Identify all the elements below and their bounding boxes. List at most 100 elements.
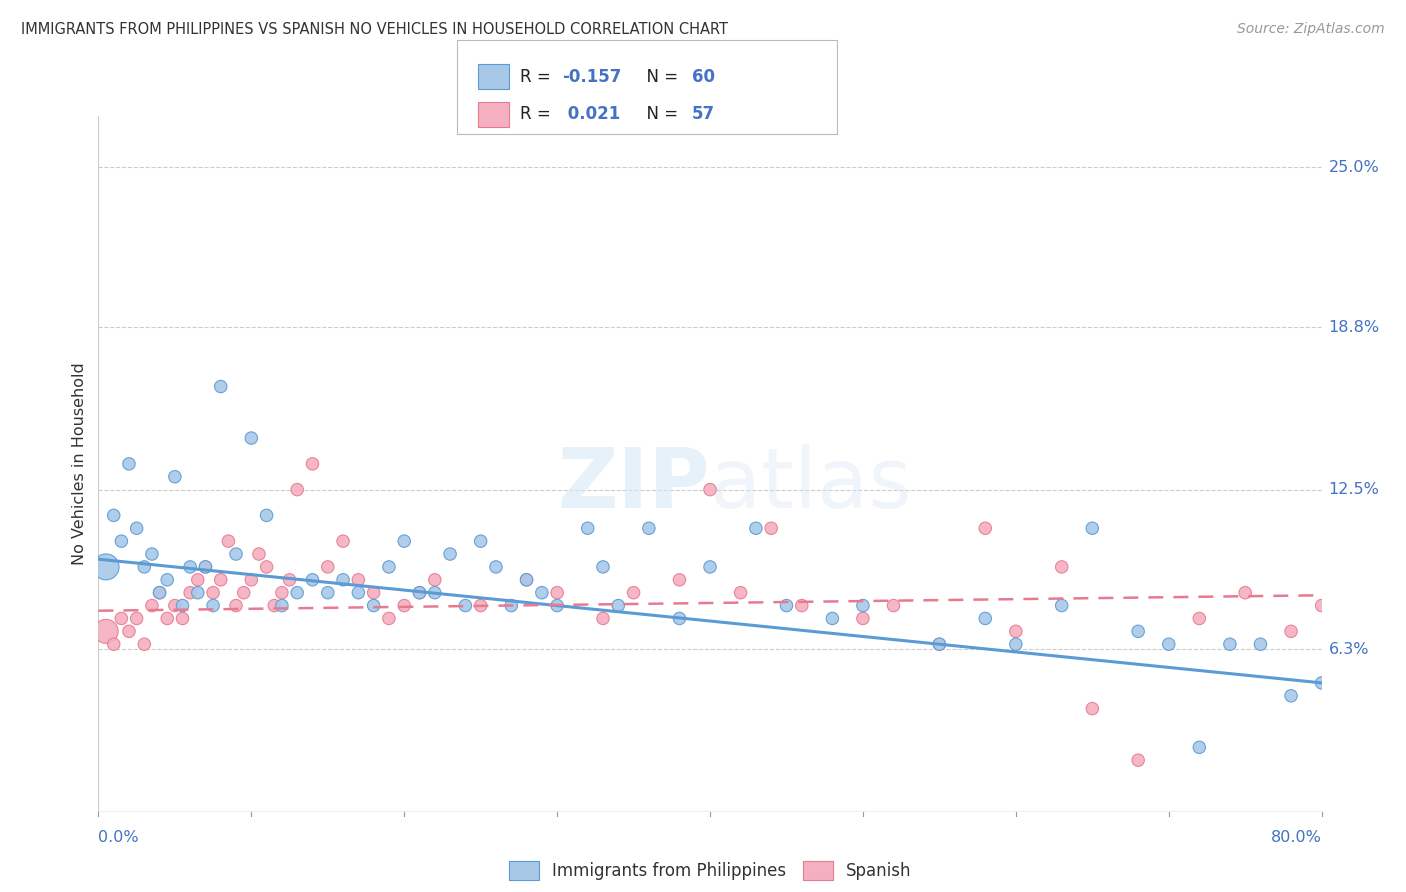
Point <box>332 534 354 549</box>
Point <box>110 611 132 625</box>
Point <box>225 547 247 561</box>
Point <box>1004 637 1026 651</box>
Point <box>1050 560 1073 574</box>
Point <box>501 599 523 613</box>
Text: N =: N = <box>636 68 683 86</box>
Point <box>187 585 209 599</box>
Point <box>761 521 783 535</box>
Point <box>408 585 430 599</box>
Point <box>1234 585 1257 599</box>
Point <box>423 585 446 599</box>
Text: ZIP: ZIP <box>558 444 710 525</box>
Point <box>172 599 194 613</box>
Point <box>516 573 538 587</box>
Text: IMMIGRANTS FROM PHILIPPINES VS SPANISH NO VEHICLES IN HOUSEHOLD CORRELATION CHAR: IMMIGRANTS FROM PHILIPPINES VS SPANISH N… <box>21 22 728 37</box>
Point <box>392 599 416 613</box>
Text: R =: R = <box>520 105 557 123</box>
Point <box>134 637 156 651</box>
Point <box>347 585 370 599</box>
Point <box>1219 637 1241 651</box>
Point <box>270 585 294 599</box>
Point <box>118 457 141 471</box>
Point <box>179 585 201 599</box>
Point <box>974 521 997 535</box>
Point <box>156 573 179 587</box>
Point <box>928 637 950 651</box>
Point <box>94 560 117 574</box>
Point <box>240 431 263 445</box>
Text: R =: R = <box>520 68 557 86</box>
Point <box>141 547 163 561</box>
Point <box>485 560 508 574</box>
Point <box>156 611 179 625</box>
Point <box>285 585 308 599</box>
Point <box>470 599 492 613</box>
Point <box>852 599 875 613</box>
Point <box>1310 676 1333 690</box>
Point <box>103 637 125 651</box>
Point <box>699 483 721 497</box>
Point <box>225 599 247 613</box>
Point <box>1004 624 1026 639</box>
Point <box>232 585 254 599</box>
Point <box>194 560 217 574</box>
Point <box>179 560 201 574</box>
Text: 18.8%: 18.8% <box>1329 319 1379 334</box>
Point <box>149 585 172 599</box>
Point <box>141 599 163 613</box>
Point <box>392 534 416 549</box>
Point <box>730 585 752 599</box>
Point <box>637 521 661 535</box>
Point <box>316 560 339 574</box>
Point <box>1081 521 1104 535</box>
Text: atlas: atlas <box>710 444 911 525</box>
Point <box>240 573 263 587</box>
Point <box>928 637 950 651</box>
Text: 12.5%: 12.5% <box>1329 482 1379 497</box>
Point <box>217 534 239 549</box>
Point <box>530 585 553 599</box>
Point <box>852 611 875 625</box>
Point <box>172 611 194 625</box>
Point <box>1279 689 1302 703</box>
Point <box>592 611 614 625</box>
Point <box>118 624 141 639</box>
Point <box>699 560 721 574</box>
Point <box>278 573 301 587</box>
Point <box>301 457 323 471</box>
Point <box>1250 637 1272 651</box>
Point <box>974 611 997 625</box>
Point <box>1157 637 1180 651</box>
Point <box>516 573 538 587</box>
Text: 0.0%: 0.0% <box>98 830 139 845</box>
Y-axis label: No Vehicles in Household: No Vehicles in Household <box>72 362 87 566</box>
Point <box>668 573 690 587</box>
Text: 6.3%: 6.3% <box>1329 642 1369 657</box>
Point <box>187 573 209 587</box>
Point <box>546 585 568 599</box>
Point <box>668 611 690 625</box>
Point <box>256 560 278 574</box>
Legend: Immigrants from Philippines, Spanish: Immigrants from Philippines, Spanish <box>502 855 918 887</box>
Point <box>347 573 370 587</box>
Text: 25.0%: 25.0% <box>1329 160 1379 175</box>
Point <box>775 599 797 613</box>
Point <box>439 547 461 561</box>
Point <box>202 599 225 613</box>
Text: 60: 60 <box>692 68 714 86</box>
Point <box>247 547 270 561</box>
Point <box>125 521 148 535</box>
Point <box>546 599 568 613</box>
Point <box>883 599 905 613</box>
Text: N =: N = <box>636 105 683 123</box>
Point <box>1128 753 1150 767</box>
Text: Source: ZipAtlas.com: Source: ZipAtlas.com <box>1237 22 1385 37</box>
Point <box>194 560 217 574</box>
Point <box>607 599 630 613</box>
Point <box>209 573 232 587</box>
Point <box>263 599 285 613</box>
Point <box>378 611 401 625</box>
Point <box>332 573 354 587</box>
Point <box>1188 611 1211 625</box>
Point <box>316 585 339 599</box>
